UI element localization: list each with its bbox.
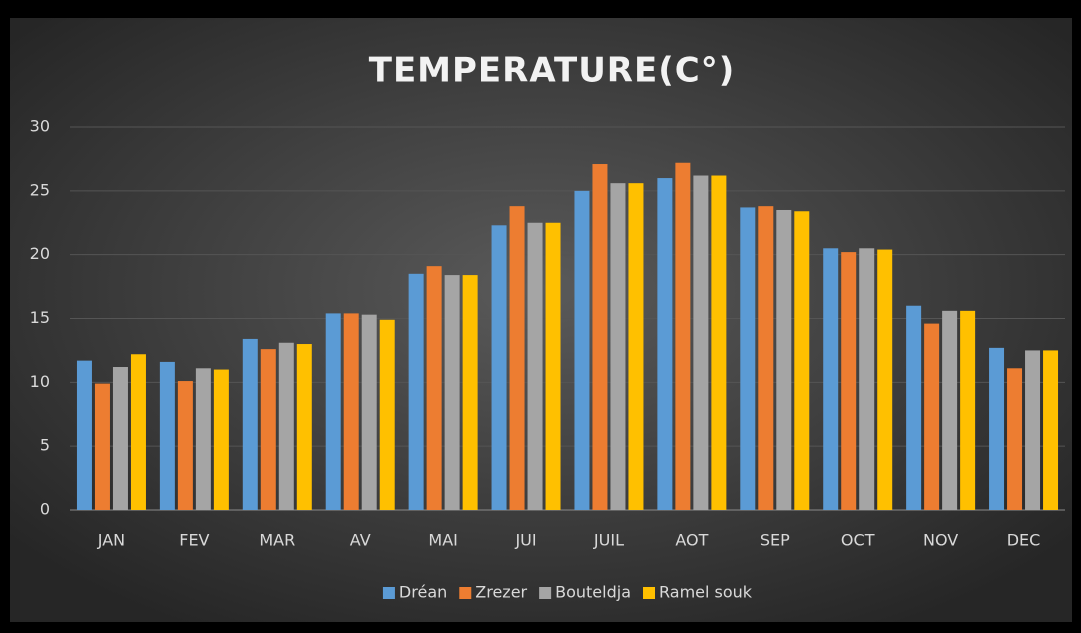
bar: [408, 273, 424, 510]
chart-title: TEMPERATURE(C°): [369, 51, 736, 91]
bar: [841, 252, 857, 510]
bar: [1007, 368, 1023, 510]
bar: [379, 319, 395, 510]
bar: [94, 383, 110, 510]
bar: [130, 354, 146, 510]
bar: [325, 313, 341, 510]
y-tick-label: 25: [30, 180, 50, 199]
bar: [610, 183, 626, 510]
bar: [675, 162, 691, 510]
bar: [242, 338, 258, 510]
bar: [1025, 350, 1041, 510]
bar: [823, 248, 839, 511]
x-tick-label: AOT: [675, 531, 708, 550]
bar: [278, 342, 294, 510]
x-tick-label: AV: [350, 531, 371, 550]
x-tick-label: MAI: [428, 531, 457, 550]
x-tick-label: JUI: [514, 531, 536, 550]
bar: [657, 178, 673, 511]
bar: [213, 369, 229, 510]
legend-swatch: [382, 587, 395, 599]
bar: [296, 344, 312, 510]
bar: [628, 183, 644, 510]
bar: [177, 381, 193, 510]
y-tick-label: 20: [30, 244, 50, 263]
bar: [924, 323, 940, 510]
bar: [343, 313, 359, 510]
bar: [444, 275, 460, 510]
bar: [776, 209, 792, 510]
bar: [361, 314, 377, 510]
bar: [527, 222, 543, 510]
bar: [1043, 350, 1059, 510]
y-tick-label: 15: [30, 308, 50, 327]
y-tick-label: 0: [40, 500, 50, 519]
bar: [859, 248, 875, 511]
x-tick-label: JUIL: [593, 531, 624, 550]
bar: [260, 349, 276, 510]
x-tick-label: JAN: [97, 531, 125, 550]
legend-label: Ramel souk: [659, 583, 753, 602]
bar: [462, 275, 478, 510]
bar: [693, 175, 709, 510]
x-tick-label: NOV: [923, 531, 958, 550]
legend-swatch: [539, 587, 552, 599]
bar: [112, 367, 128, 510]
bar: [960, 310, 976, 510]
bar: [794, 211, 810, 510]
y-tick-label: 5: [40, 436, 50, 455]
y-tick-label: 30: [30, 117, 50, 136]
bar: [906, 305, 922, 510]
bar: [592, 164, 608, 511]
legend-label: Bouteldja: [555, 583, 631, 602]
bar: [545, 222, 561, 510]
bar: [877, 249, 893, 510]
y-tick-label: 10: [30, 372, 50, 391]
bar: [758, 206, 774, 511]
bar: [509, 206, 525, 511]
bar: [76, 360, 92, 510]
legend-label: Zrezer: [475, 583, 527, 602]
bar: [989, 347, 1005, 510]
bar: [942, 310, 958, 510]
bar: [491, 225, 507, 510]
legend-label: Dréan: [399, 583, 447, 602]
x-tick-label: DEC: [1007, 531, 1041, 550]
x-tick-label: OCT: [841, 531, 875, 550]
bar: [574, 190, 590, 511]
bar: [159, 361, 175, 510]
bar: [740, 207, 756, 510]
bar: [195, 368, 211, 510]
bar: [426, 266, 442, 510]
x-tick-label: FEV: [179, 531, 209, 550]
legend-swatch: [459, 587, 472, 599]
x-tick-label: SEP: [760, 531, 790, 550]
x-tick-label: MAR: [259, 531, 295, 550]
legend-swatch: [643, 587, 656, 599]
bar: [711, 175, 727, 510]
